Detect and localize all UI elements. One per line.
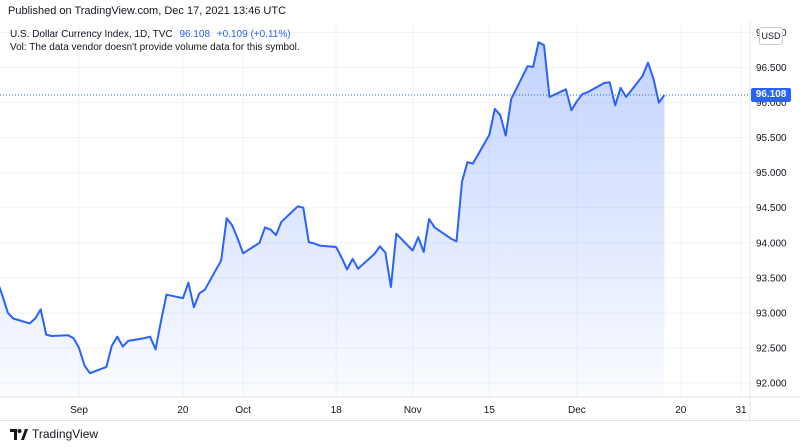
y-tick-label: 96.000 (756, 98, 787, 109)
last-value: 96.108 (179, 29, 211, 40)
y-tick-label: 93.500 (756, 273, 787, 284)
change-value: +0.109 (+0.11%) (216, 29, 291, 40)
tradingview-logo[interactable]: TradingView (10, 427, 98, 441)
chart-legend: U.S. Dollar Currency Index, 1D, TVC 96.1… (10, 28, 300, 54)
x-tick-label: 15 (484, 405, 496, 416)
x-tick-label: 20 (177, 405, 189, 416)
y-tick-label: 96.500 (756, 63, 787, 74)
tradingview-brand: TradingView (32, 427, 99, 441)
y-axis[interactable]: 92.000 92.500 93.000 93.500 94.000 94.500 95.0… (756, 28, 787, 389)
published-text: Published on TradingView.com, Dec 17, 20… (8, 5, 287, 17)
x-tick-label: Sep (70, 405, 88, 416)
price-chart[interactable]: 92.000 92.500 93.000 93.500 94.000 94.500 95.0… (0, 22, 800, 420)
y-tick-label: 95.500 (756, 133, 787, 144)
x-tick-label: 20 (675, 405, 687, 416)
last-price-tag: 96.108 (751, 88, 791, 103)
x-tick-label: 18 (331, 405, 343, 416)
y-tick-label: 94.500 (756, 203, 787, 214)
series-area-fill (0, 42, 665, 397)
y-tick-label: 92.000 (756, 378, 787, 389)
y-tick-label: 94.000 (756, 238, 787, 249)
symbol-title: U.S. Dollar Currency Index, 1D, TVC (10, 29, 173, 40)
tradingview-logo-icon (10, 428, 28, 440)
footer: TradingView (0, 420, 800, 447)
legend-symbol-row: U.S. Dollar Currency Index, 1D, TVC 96.1… (10, 28, 300, 41)
series-line[interactable] (0, 41, 666, 375)
currency-button[interactable]: USD (759, 27, 783, 45)
x-tick-label: 31 (735, 405, 747, 416)
volume-note: Vol: The data vendor doesn't provide vol… (10, 42, 300, 53)
x-tick-label: Nov (404, 405, 422, 416)
y-tick-label: 92.500 (756, 343, 787, 354)
y-tick-label: 93.000 (756, 308, 787, 319)
chart-frame[interactable]: 92.000 92.500 93.000 93.500 94.000 94.500 95.0… (0, 22, 800, 420)
y-tick-label: 95.000 (756, 168, 787, 179)
published-header: Published on TradingView.com, Dec 17, 20… (0, 0, 800, 22)
x-tick-label: Oct (235, 405, 251, 416)
x-axis[interactable]: Sep 20 Oct 18 Nov 15 Dec 20 31 (70, 405, 747, 416)
x-tick-label: Dec (568, 405, 586, 416)
